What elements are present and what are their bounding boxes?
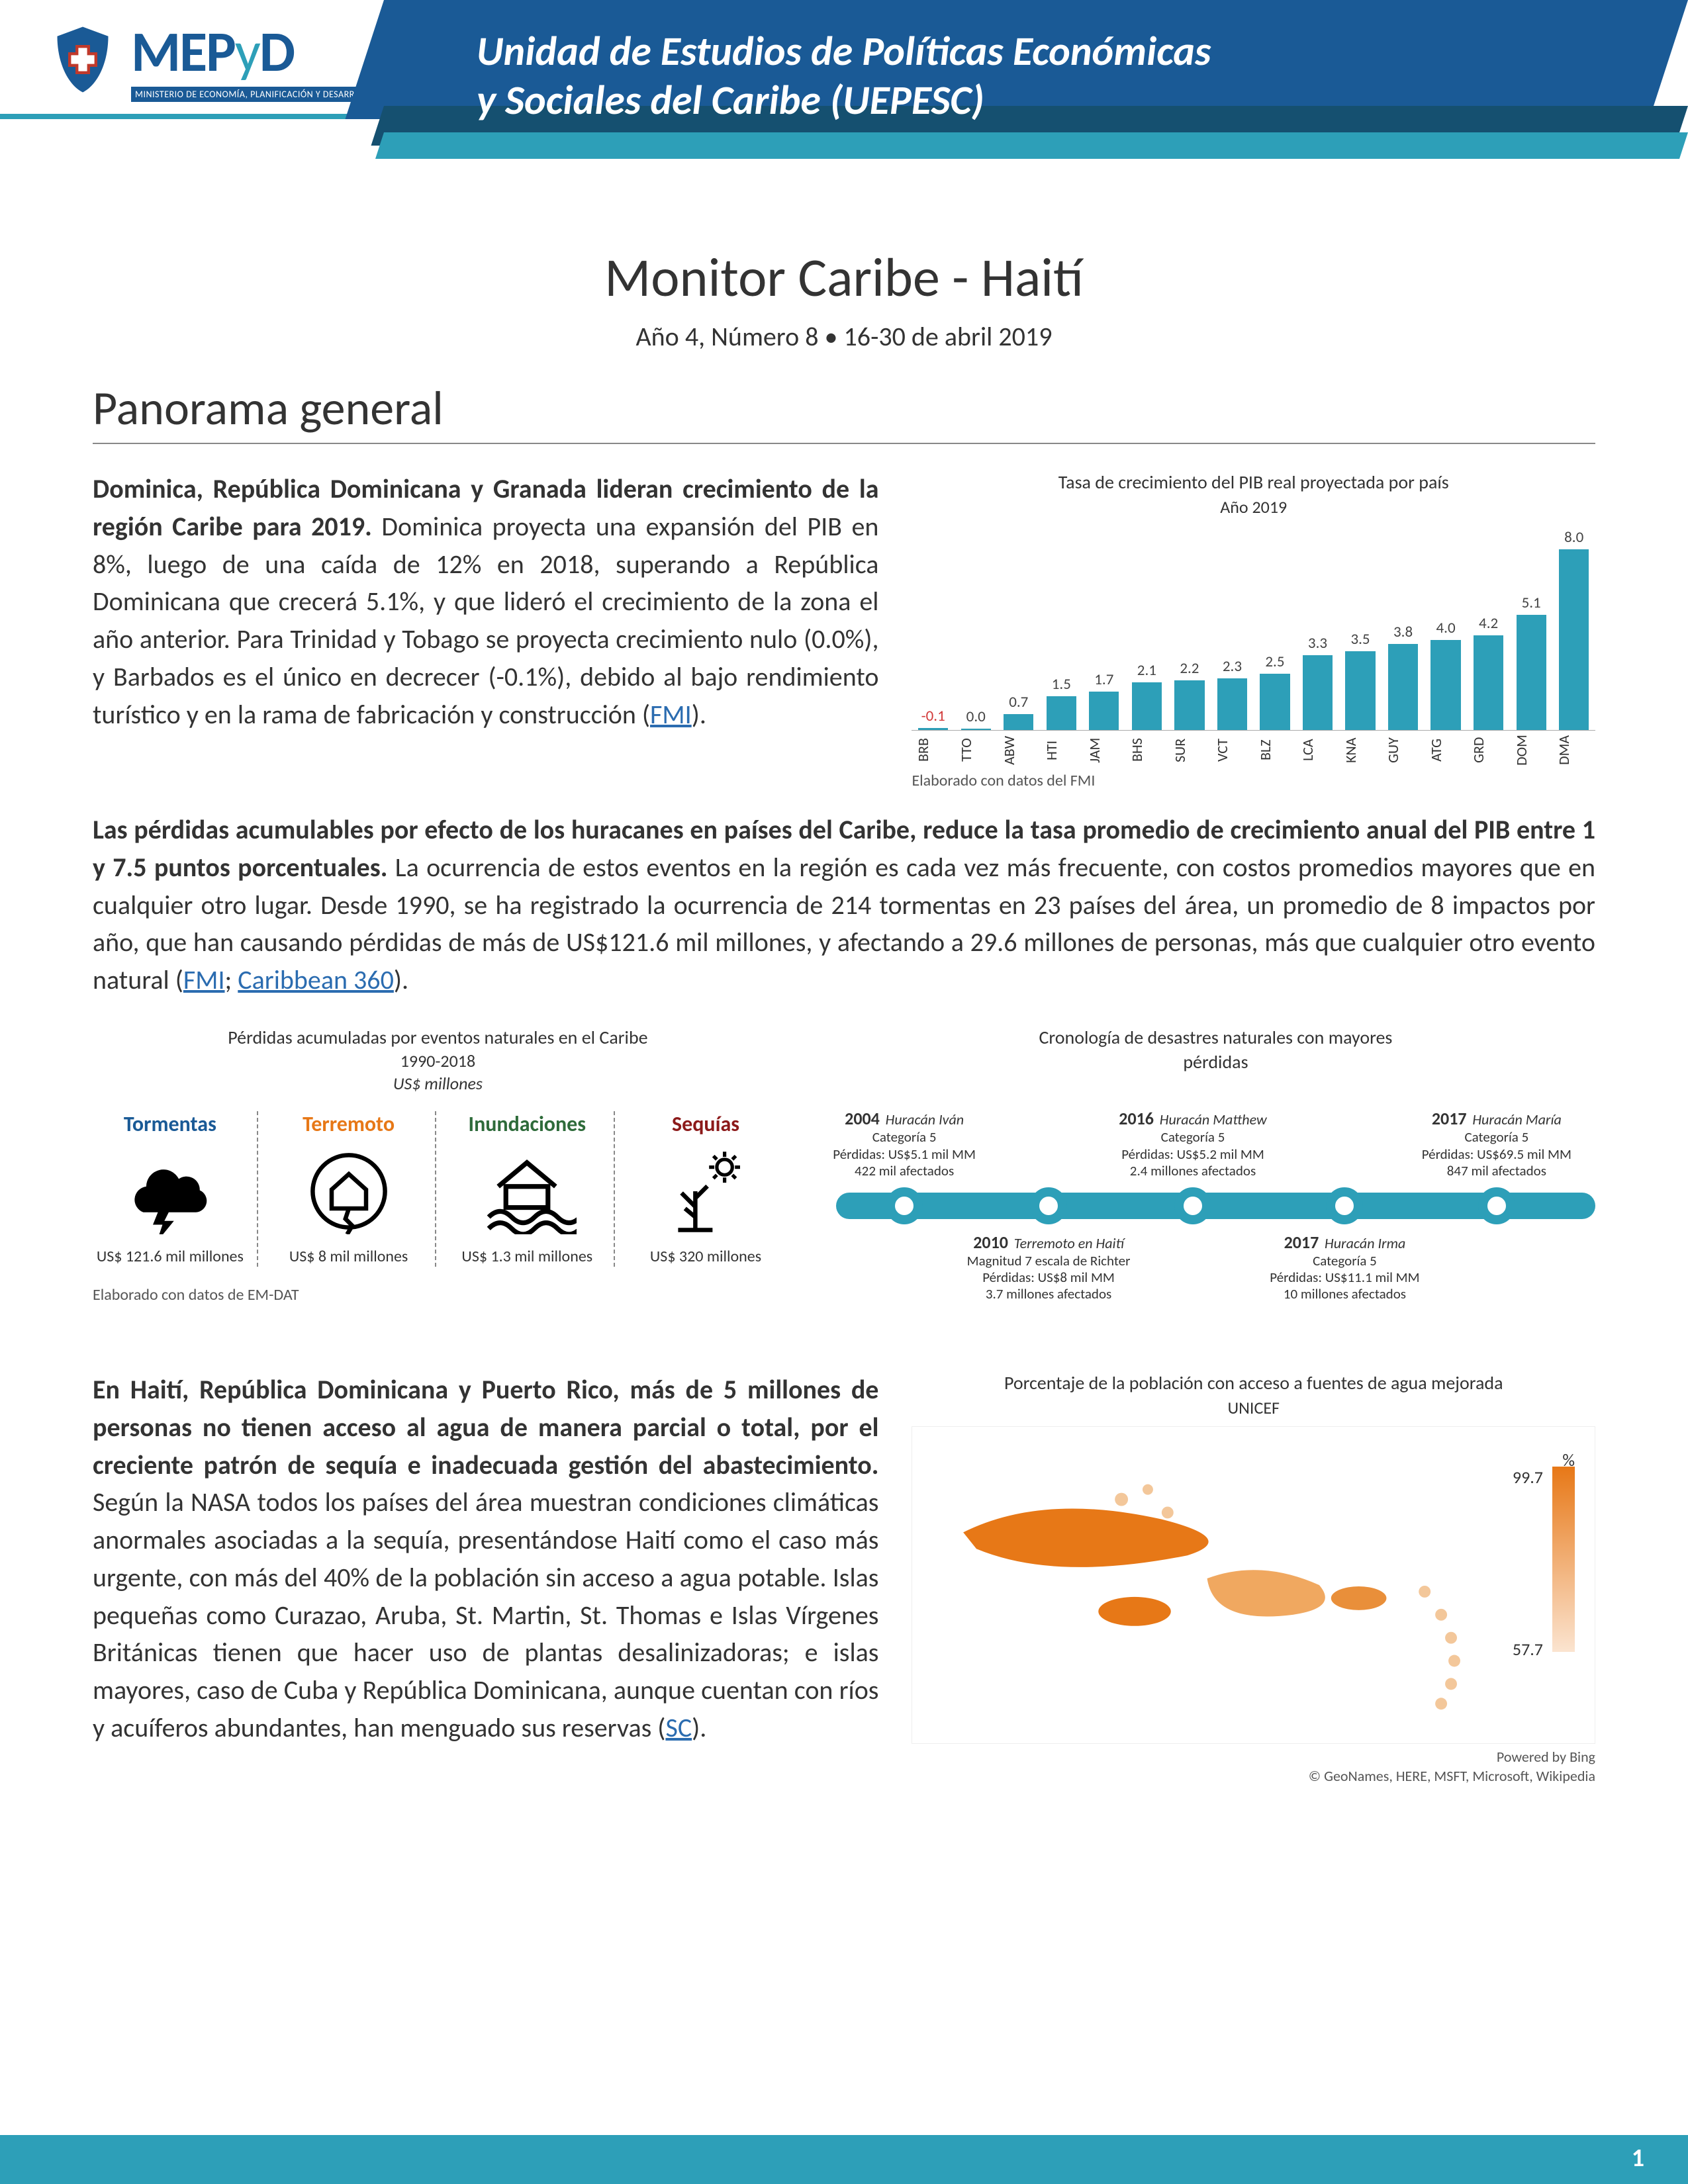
bar-BRB: -0.1 [914,707,952,730]
timeline-event-2016: 2016 Huracán MatthewCategoría 5Pérdidas:… [1110,1109,1276,1179]
losses-infographic: Pérdidas acumuladas por eventos naturale… [93,1026,783,1332]
disaster-timeline: Cronología de desastres naturales con ma… [836,1026,1595,1332]
losses-subtitle: 1990-2018 [93,1050,783,1071]
page-footer: 1 [0,2135,1688,2184]
loss-label: Terremoto [303,1111,395,1137]
shield-icon [46,23,119,96]
paragraph-2: Las pérdidas acumulables por efecto de l… [93,811,1595,999]
link-sc[interactable]: SC [665,1711,692,1744]
map-title: Porcentaje de la población con acceso a … [912,1371,1595,1394]
logo-subtext: MINISTERIO DE ECONOMÍA, PLANIFICACIÓN Y … [131,87,380,102]
timeline-node-2004 [886,1187,923,1224]
document-title: Monitor Caribe - Haití [0,245,1688,311]
header-title-block: Unidad de Estudios de Políticas Económic… [424,0,1688,172]
timeline-event-2004: 2004 Huracán IvánCategoría 5Pérdidas: US… [821,1109,987,1179]
loss-icon [120,1145,220,1238]
loss-label: Tormentas [124,1111,216,1137]
timeline-title: Cronología de desastres naturales con ma… [836,1026,1595,1049]
timeline-subtitle: pérdidas [836,1050,1595,1073]
link-caribbean360[interactable]: Caribbean 360 [238,964,394,996]
loss-icon [656,1145,755,1238]
gdp-bar-chart: Tasa de crecimiento del PIB real proyect… [912,471,1595,790]
losses-title: Pérdidas acumuladas por eventos naturale… [93,1026,783,1049]
header-line1: Unidad de Estudios de Políticas Económic… [477,26,1635,75]
link-fmi-2[interactable]: FMI [183,964,225,996]
timeline-event-2017: 2017 Huracán MaríaCategoría 5Pérdidas: U… [1414,1109,1579,1179]
loss-label: Sequías [672,1111,739,1137]
bar-DMA: 8.0 [1555,528,1593,730]
para1-rest: Dominica proyecta una expansión del PIB … [93,510,878,731]
section-heading: Panorama general [93,379,1595,444]
timeline-node-2010 [1030,1187,1067,1224]
map-credit: Powered by Bing © GeoNames, HERE, MSFT, … [912,1748,1595,1786]
loss-amount: US$ 8 mil millones [289,1247,408,1267]
timeline-node-2017 [1478,1187,1515,1224]
page-header: MEPyD MINISTERIO DE ECONOMÍA, PLANIFICAC… [0,0,1688,185]
para3-bold: En Haití, República Dominicana y Puerto … [93,1373,878,1481]
document-subtitle: Año 4, Número 8 • 16-30 de abril 2019 [0,320,1688,353]
bar-LCA: 3.3 [1299,634,1336,730]
chart-source: Elaborado con datos del FMI [912,771,1595,790]
loss-icon [299,1145,399,1238]
loss-amount: US$ 1.3 mil millones [461,1247,592,1267]
header-line2: y Sociales del Caribe (UEPESC) [477,75,1635,124]
loss-amount: US$ 121.6 mil millones [97,1247,244,1267]
bar-DOM: 5.1 [1513,594,1550,730]
loss-cat-0: Tormentas US$ 121.6 mil millones [93,1111,258,1267]
loss-cat-1: Terremoto US$ 8 mil millones [271,1111,437,1267]
water-access-map: Porcentaje de la población con acceso a … [912,1371,1595,1786]
timeline-node-2016 [1174,1187,1211,1224]
paragraph-1: Dominica, República Dominicana y Granada… [93,471,878,734]
loss-cat-3: Sequías US$ 320 millones [628,1111,783,1267]
legend-high: 99.7 [1513,1467,1543,1488]
bar-ABW: 0.7 [1000,693,1038,730]
bar-SUR: 2.2 [1171,659,1209,730]
map-subtitle: UNICEF [912,1397,1595,1418]
bar-KNA: 3.5 [1342,630,1380,730]
bar-GRD: 4.2 [1470,614,1507,730]
chart-subtitle: Año 2019 [912,496,1595,518]
loss-icon [477,1145,577,1238]
loss-amount: US$ 320 millones [650,1247,761,1267]
bar-ATG: 4.0 [1427,619,1465,730]
chart-title: Tasa de crecimiento del PIB real proyect… [912,471,1595,494]
legend-low: 57.7 [1513,1639,1543,1660]
bar-TTO: 0.0 [957,707,995,730]
timeline-event-2010: 2010 Terremoto en HaitíMagnitud 7 escala… [966,1232,1131,1303]
losses-unit: US$ millones [93,1073,783,1094]
timeline-node-2017 [1326,1187,1363,1224]
loss-cat-2: Inundaciones US$ 1.3 mil millones [449,1111,615,1267]
bar-JAM: 1.7 [1086,670,1123,730]
bar-BHS: 2.1 [1128,661,1166,730]
logo-text: MEPyD [131,17,380,87]
bar-HTI: 1.5 [1043,675,1080,730]
link-fmi-1[interactable]: FMI [650,698,692,731]
legend-color-bar [1552,1467,1575,1652]
bar-VCT: 2.3 [1213,657,1251,730]
loss-label: Inundaciones [469,1111,586,1137]
page-number: 1 [1632,2143,1644,2173]
bar-BLZ: 2.5 [1256,653,1294,730]
paragraph-3: En Haití, República Dominicana y Puerto … [93,1371,878,1747]
bar-GUY: 3.8 [1384,623,1422,730]
losses-source: Elaborado con datos de EM-DAT [93,1285,783,1304]
timeline-event-2017: 2017 Huracán IrmaCategoría 5Pérdidas: US… [1262,1232,1427,1303]
caribbean-map-svg [912,1427,1595,1743]
